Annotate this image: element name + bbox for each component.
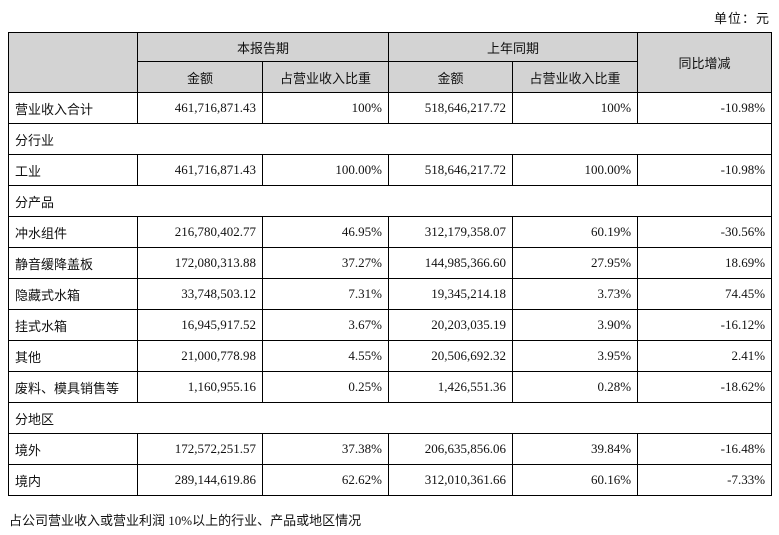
row-label: 其他 [8, 340, 138, 372]
current-amount-header: 金额 [137, 61, 263, 93]
yoy-change: 18.69% [637, 247, 773, 279]
current-amount: 21,000,778.98 [137, 340, 263, 372]
prior-share: 60.19% [512, 216, 639, 248]
table-row: 境内 289,144,619.86 62.62% 312,010,361.66 60.1… [8, 464, 773, 496]
table-row: 营业收入合计 461,716,871.43 100% 518,646,217.72 10… [8, 92, 773, 124]
current-share-header: 占营业收入比重 [261, 61, 390, 93]
current-amount: 461,716,871.43 [137, 154, 263, 186]
prior-share-header: 占营业收入比重 [512, 61, 639, 93]
prior-amount: 312,179,358.07 [388, 216, 514, 248]
revenue-breakdown-table: 本报告期 上年同期 同比增减 金额 占营业收入比重 金额 占营业收入比重 营业收… [7, 32, 773, 496]
table-row: 工业 461,716,871.43 100.00% 518,646,217.72 100… [8, 154, 773, 186]
prior-share: 3.73% [512, 278, 639, 310]
section-label: 分地区 [7, 402, 773, 434]
prior-amount: 19,345,214.18 [388, 278, 514, 310]
table-row: 隐藏式水箱 33,748,503.12 7.31% 19,345,214.18 3.73… [8, 278, 773, 310]
corner-header-cell [8, 32, 138, 93]
section-label: 分行业 [7, 123, 773, 155]
prior-amount: 144,985,366.60 [388, 247, 514, 279]
prior-amount: 518,646,217.72 [388, 154, 514, 186]
current-amount: 216,780,402.77 [137, 216, 263, 248]
current-amount: 461,716,871.43 [137, 92, 263, 124]
table-row: 挂式水箱 16,945,917.52 3.67% 20,203,035.19 3.90%… [8, 309, 773, 341]
section-row: 分行业 [7, 123, 773, 155]
row-label: 冲水组件 [8, 216, 138, 248]
current-amount: 172,080,313.88 [137, 247, 263, 279]
prior-amount: 518,646,217.72 [388, 92, 514, 124]
table-row: 境外 172,572,251.57 37.38% 206,635,856.06 39.8… [8, 433, 773, 465]
prior-amount-header: 金额 [388, 61, 514, 93]
yoy-change: -30.56% [637, 216, 773, 248]
section-row: 分地区 [7, 402, 773, 434]
table-row: 其他 21,000,778.98 4.55% 20,506,692.32 3.95% 2.… [8, 340, 773, 372]
current-amount: 289,144,619.86 [137, 464, 263, 496]
yoy-change-header: 同比增减 [637, 32, 773, 93]
prior-amount: 206,635,856.06 [388, 433, 514, 465]
prior-amount: 1,426,551.36 [388, 371, 514, 403]
footer-note: 占公司营业收入或营业利润 10%以上的行业、产品或地区情况 [9, 513, 362, 528]
yoy-change: -18.62% [637, 371, 773, 403]
header-row-periods: 本报告期 上年同期 同比增减 [8, 32, 773, 93]
header-row-metrics: 金额 占营业收入比重 金额 占营业收入比重 [9, 61, 772, 93]
current-share: 0.25% [261, 371, 390, 403]
prior-share: 27.95% [512, 247, 639, 279]
section-row: 分产品 [7, 185, 773, 217]
current-share: 46.95% [261, 216, 390, 248]
yoy-change: -10.98% [637, 154, 773, 186]
yoy-change: -7.33% [637, 464, 773, 496]
current-share: 62.62% [261, 464, 390, 496]
row-label: 废料、模具销售等 [8, 371, 138, 403]
table-row: 废料、模具销售等 1,160,955.16 0.25% 1,426,551.36 0.2… [8, 371, 773, 403]
row-label: 隐藏式水箱 [8, 278, 138, 310]
section-label: 分产品 [7, 185, 773, 217]
current-share: 4.55% [261, 340, 390, 372]
current-amount: 16,945,917.52 [137, 309, 263, 341]
prior-share: 100% [512, 92, 639, 124]
table-row: 冲水组件 216,780,402.77 46.95% 312,179,358.07 60… [8, 216, 773, 248]
current-share: 100.00% [261, 154, 390, 186]
row-label: 挂式水箱 [8, 309, 138, 341]
prior-share: 39.84% [512, 433, 639, 465]
row-label: 工业 [8, 154, 138, 186]
current-share: 100% [261, 92, 390, 124]
row-label: 境内 [8, 464, 138, 496]
prior-amount: 20,506,692.32 [388, 340, 514, 372]
prior-share: 100.00% [512, 154, 639, 186]
table-body: 营业收入合计 461,716,871.43 100% 518,646,217.72 10… [7, 92, 773, 496]
current-share: 3.67% [261, 309, 390, 341]
current-share: 37.27% [261, 247, 390, 279]
row-label: 境外 [8, 433, 138, 465]
prior-share: 0.28% [512, 371, 639, 403]
current-amount: 172,572,251.57 [137, 433, 263, 465]
prior-amount: 312,010,361.66 [388, 464, 514, 496]
prior-amount: 20,203,035.19 [388, 309, 514, 341]
yoy-change: 2.41% [637, 340, 773, 372]
current-amount: 1,160,955.16 [137, 371, 263, 403]
prior-share: 60.16% [512, 464, 639, 496]
prior-period-header: 上年同期 [388, 32, 639, 62]
yoy-change: -10.98% [637, 92, 773, 124]
yoy-change: -16.48% [637, 433, 773, 465]
current-period-header: 本报告期 [136, 32, 390, 62]
unit-label: 单位：元 [713, 11, 770, 26]
current-amount: 33,748,503.12 [137, 278, 263, 310]
row-label: 营业收入合计 [8, 92, 138, 124]
current-share: 37.38% [261, 433, 390, 465]
prior-share: 3.90% [512, 309, 639, 341]
table-row: 静音缓降盖板 172,080,313.88 37.27% 144,985,366.60… [8, 247, 773, 279]
yoy-change: 74.45% [637, 278, 773, 310]
current-share: 7.31% [261, 278, 390, 310]
prior-share: 3.95% [512, 340, 639, 372]
row-label: 静音缓降盖板 [8, 247, 138, 279]
yoy-change: -16.12% [637, 309, 773, 341]
